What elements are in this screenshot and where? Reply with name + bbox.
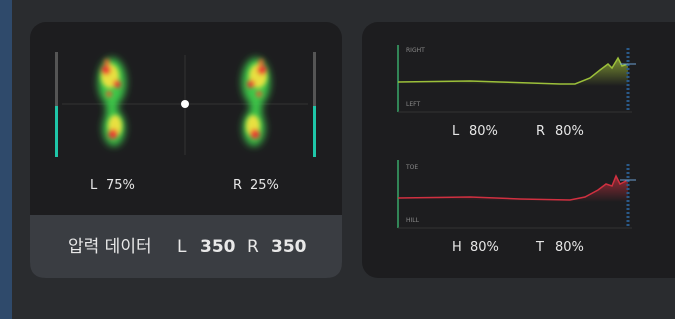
summary-label: 압력 데이터 — [68, 237, 152, 257]
right-value: 80% — [555, 124, 584, 139]
right-side: T — [535, 240, 544, 255]
left-side: L — [90, 178, 98, 193]
balance-panel: RIGHT LEFT L 80% R 80% TOE HILL H 80% T … — [362, 22, 675, 278]
left-value: 75% — [106, 178, 135, 193]
pressure-panel: L 75% R 25% 압력 데이터 L 350 R 350 — [30, 22, 342, 278]
top-label: TOE — [405, 164, 418, 171]
summary-right-value: 350 — [271, 237, 307, 257]
right-value: 25% — [250, 178, 279, 193]
left-value: 80% — [469, 124, 498, 139]
summary-left-value: 350 — [200, 237, 236, 257]
summary-right-side: R — [247, 237, 259, 257]
top-label: RIGHT — [406, 47, 425, 54]
right-side: R — [233, 178, 242, 193]
left-side: L — [452, 124, 460, 139]
summary-left-side: L — [177, 237, 187, 257]
left-value: 80% — [470, 240, 499, 255]
bottom-label: HILL — [406, 217, 420, 224]
right-value: 80% — [555, 240, 584, 255]
right-side: R — [536, 124, 545, 139]
center-point — [181, 100, 189, 108]
left-side: H — [452, 240, 462, 255]
screen: L 75% R 25% 압력 데이터 L 350 R 350 RIGHT LEF… — [0, 0, 675, 319]
side-strip — [0, 0, 12, 319]
bottom-label: LEFT — [406, 101, 420, 108]
